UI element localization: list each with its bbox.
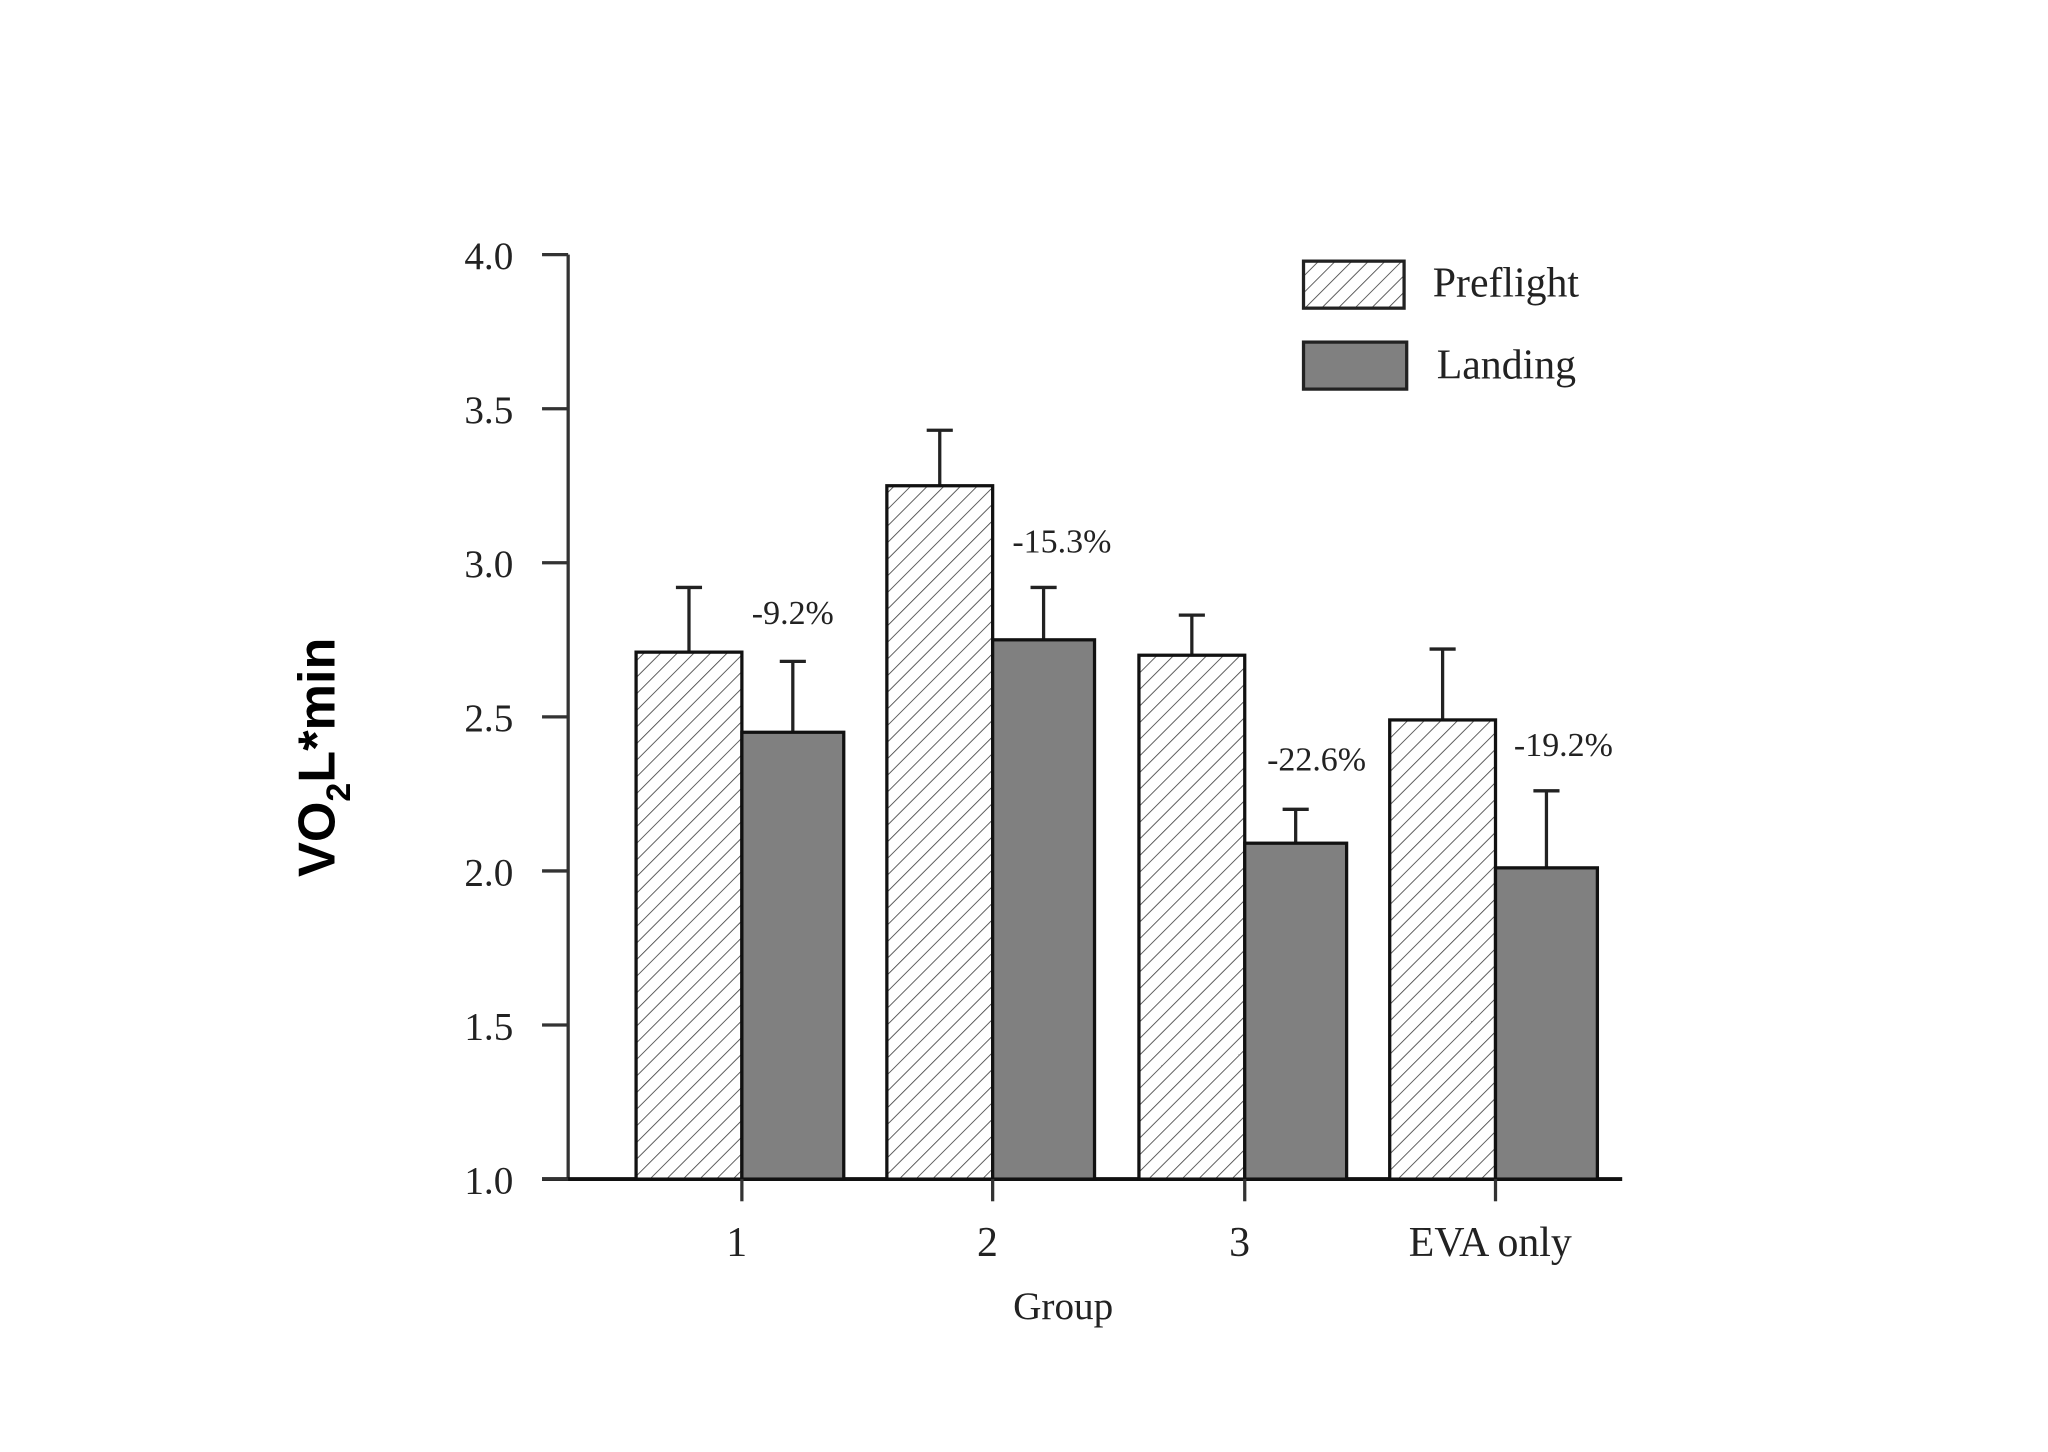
percent-change-label: -22.6% — [1267, 741, 1366, 778]
y-tick-label: 1.5 — [464, 1005, 513, 1048]
legend-label-preflight: Preflight — [1433, 260, 1580, 306]
percent-change-label: -19.2% — [1514, 727, 1613, 764]
bar-landing-4 — [1493, 866, 1600, 1181]
y-tick-label: 1.0 — [464, 1159, 513, 1202]
x-tick-label: 3 — [1229, 1220, 1250, 1266]
y-tick-label: 3.5 — [464, 389, 513, 432]
legend-swatch-landing — [1301, 340, 1409, 391]
y-tick-label: 2.5 — [464, 697, 513, 740]
bar-landing-2 — [991, 638, 1097, 1181]
bar-preflight-1 — [634, 650, 744, 1181]
percent-change-label: -15.3% — [1012, 523, 1111, 560]
y-tick-label: 4.0 — [464, 235, 513, 278]
x-tick-label: 2 — [977, 1220, 998, 1266]
y-tick-label: 2.0 — [464, 851, 513, 894]
legend-label-landing: Landing — [1437, 343, 1576, 389]
bar-preflight-3 — [1137, 653, 1247, 1181]
x-tick-label: 1 — [726, 1220, 747, 1266]
x-axis-label: Group — [1013, 1285, 1113, 1328]
x-tick-label: EVA only — [1409, 1220, 1572, 1266]
y-tick-label: 3.0 — [464, 543, 513, 586]
bar-preflight-2 — [885, 484, 995, 1181]
bar-landing-3 — [1243, 841, 1349, 1181]
legend: Preflight Landing — [1301, 259, 1580, 391]
bar-landing-1 — [740, 730, 846, 1181]
legend-swatch-preflight — [1301, 259, 1406, 310]
percent-change-label: -9.2% — [752, 595, 834, 632]
bar-preflight-4 — [1388, 718, 1498, 1181]
y-axis-label: VO2L*min — [288, 638, 358, 877]
